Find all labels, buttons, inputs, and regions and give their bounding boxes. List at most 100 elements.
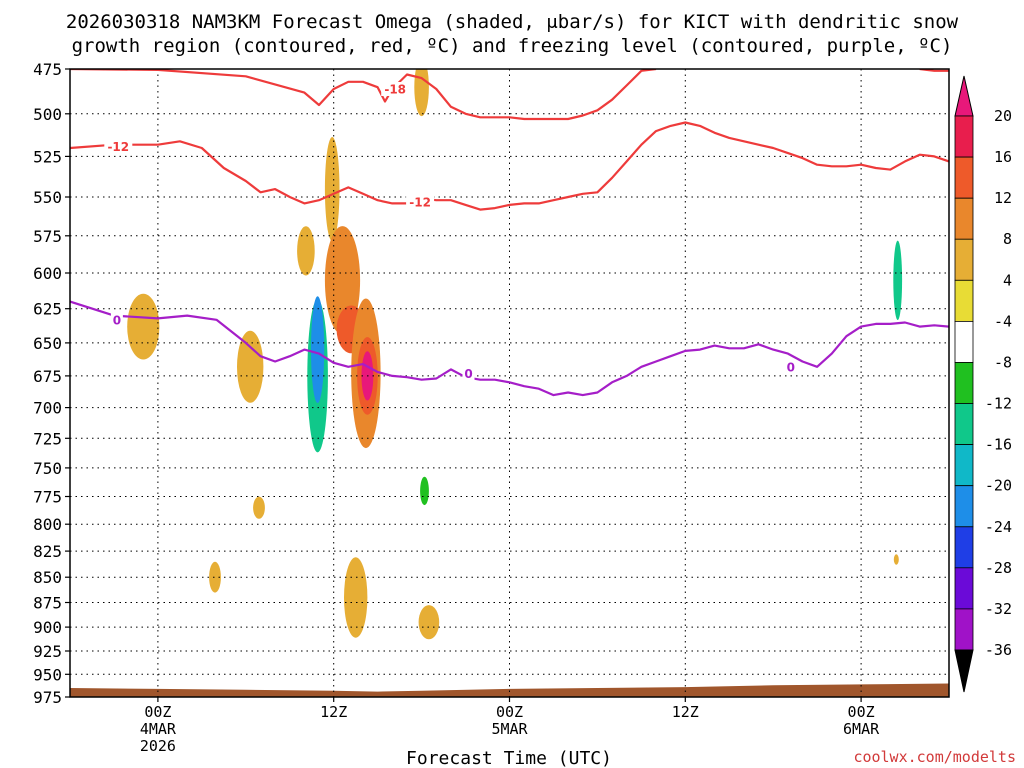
- y-tick-label-525: 525: [33, 147, 62, 166]
- omega-cell-20: [414, 69, 429, 117]
- omega-cell-5: [222, 130, 240, 280]
- omega-cell-23: [418, 605, 440, 640]
- contour-label-1: -18: [384, 83, 406, 97]
- omega-cell-7: [253, 496, 265, 519]
- y-tick-label-650: 650: [33, 334, 62, 353]
- colorbar-extend-top: [954, 75, 974, 117]
- colorbar-swatch-5: [954, 320, 974, 363]
- y-tick-label-575: 575: [33, 227, 62, 246]
- contour-label-bg-5: [784, 359, 797, 374]
- x-tick-label-3-0: 12Z: [672, 703, 699, 721]
- omega-cell-1: [96, 425, 109, 464]
- colorbar-label--16: -16: [985, 436, 1012, 454]
- colorbar-swatch-9: [954, 485, 974, 528]
- y-tick-label-475: 475: [33, 60, 62, 79]
- colorbar-swatch-2: [954, 197, 974, 240]
- y-tick-label-500: 500: [33, 105, 62, 124]
- colorbar-label--28: -28: [985, 559, 1012, 577]
- x-tick-label-0-0: 00Z: [144, 703, 171, 721]
- colorbar-label--32: -32: [985, 600, 1012, 618]
- omega-cell-16: [344, 557, 368, 638]
- colorbar-label--4: -4: [994, 312, 1012, 330]
- contour-label-bg-0: [104, 139, 133, 154]
- x-tick-label-4-1: 6MAR: [843, 720, 880, 738]
- chart-title-line-2: growth region (contoured, red, ºC) and f…: [72, 35, 953, 57]
- omega-cell-28: [932, 383, 949, 469]
- colorbar: 20 16 12 8 4 -4 -8 -12 -16 -20 -24 -28 -32 -36: [954, 75, 1012, 693]
- omega-cell-26: [893, 240, 903, 320]
- contour-freezing-level: [70, 300, 949, 397]
- temperature-contours: -12 -18 -12 0 0 0: [70, 69, 949, 397]
- contour-dgz-minus12-upper: [70, 121, 949, 211]
- colorbar-label-16: 16: [994, 148, 1012, 166]
- omega-cell-27: [893, 554, 899, 565]
- contour-label-bg-1: [381, 82, 410, 96]
- omega-cell-6: [237, 330, 264, 403]
- colorbar-swatch-0: [954, 115, 974, 158]
- colorbar-swatch-10: [954, 526, 974, 569]
- omega-cell-8: [272, 198, 284, 236]
- contour-label-2: -12: [409, 195, 431, 209]
- y-tick-label-800: 800: [33, 515, 62, 534]
- y-tick-label-925: 925: [33, 642, 62, 661]
- colorbar-label--36: -36: [985, 641, 1012, 659]
- y-tick-label-975: 975: [33, 688, 62, 707]
- colorbar-label-8: 8: [1003, 230, 1012, 248]
- colorbar-swatch-3: [954, 238, 974, 281]
- y-tick-label-675: 675: [33, 367, 62, 386]
- omega-cell-4: [209, 561, 221, 593]
- colorbar-label--8: -8: [994, 354, 1012, 372]
- x-tick-label-0-2: 2026: [140, 737, 176, 755]
- contour-dgz-minus18: [70, 69, 657, 121]
- credit-text: coolwx.com/modelts: [853, 748, 1016, 766]
- colorbar-swatch-7: [954, 403, 974, 445]
- contour-label-4: 0: [464, 367, 472, 381]
- omega-cell-24: [471, 69, 484, 108]
- colorbar-swatch-1: [954, 156, 974, 199]
- omega-cell-2: [127, 293, 160, 360]
- y-tick-label-550: 550: [33, 188, 62, 207]
- contour-label-bg-3: [110, 312, 123, 327]
- omega-cell-13: [324, 137, 340, 242]
- contour-label-3: 0: [113, 313, 121, 327]
- omega-cell-0: [70, 184, 94, 419]
- colorbar-swatch-8: [954, 444, 974, 487]
- x-tick-label-2-0: 00Z: [496, 703, 523, 721]
- contour-label-bg-2: [406, 194, 435, 209]
- contour-label-bg-4: [462, 366, 475, 381]
- colorbar-swatch-11: [954, 567, 974, 610]
- colorbar-label--20: -20: [985, 477, 1012, 495]
- y-tick-label-775: 775: [33, 488, 62, 507]
- x-axis-title: Forecast Time (UTC): [406, 748, 612, 768]
- contour-label-5: 0: [787, 360, 795, 374]
- surface-terrain-fill: [70, 683, 949, 697]
- y-tick-label-700: 700: [33, 399, 62, 418]
- omega-cell-22: [420, 476, 429, 506]
- y-tick-label-750: 750: [33, 459, 62, 478]
- omega-shading: [70, 69, 949, 640]
- omega-cell-3: [185, 437, 201, 480]
- colorbar-label--24: -24: [985, 518, 1012, 536]
- x-tick-label-0-1: 4MAR: [140, 720, 177, 738]
- colorbar-label-4: 4: [1003, 271, 1012, 289]
- y-tick-label-600: 600: [33, 264, 62, 283]
- y-tick-label-950: 950: [33, 665, 62, 684]
- colorbar-swatch-6: [954, 362, 974, 404]
- x-tick-label-4-0: 00Z: [848, 703, 875, 721]
- colorbar-extend-bottom: [954, 649, 974, 693]
- y-tick-label-825: 825: [33, 542, 62, 561]
- x-tick-label-1-0: 12Z: [320, 703, 347, 721]
- grid-lines: [70, 69, 949, 697]
- pressure-axis: 475 500 525 550 575 600 625 650 675 700 725 750 775 8…: [33, 60, 70, 707]
- y-tick-label-625: 625: [33, 300, 62, 319]
- y-tick-label-850: 850: [33, 568, 62, 587]
- x-tick-label-2-1: 5MAR: [491, 720, 528, 738]
- omega-cell-9: [297, 226, 315, 276]
- plot-area: -12 -18 -12 0 0 0: [69, 68, 950, 698]
- y-tick-label-875: 875: [33, 594, 62, 613]
- colorbar-label-20: 20: [994, 107, 1012, 125]
- surface-terrain: [70, 683, 949, 697]
- chart-title-line-1: 2026030318 NAM3KM Forecast Omega (shaded…: [66, 11, 959, 33]
